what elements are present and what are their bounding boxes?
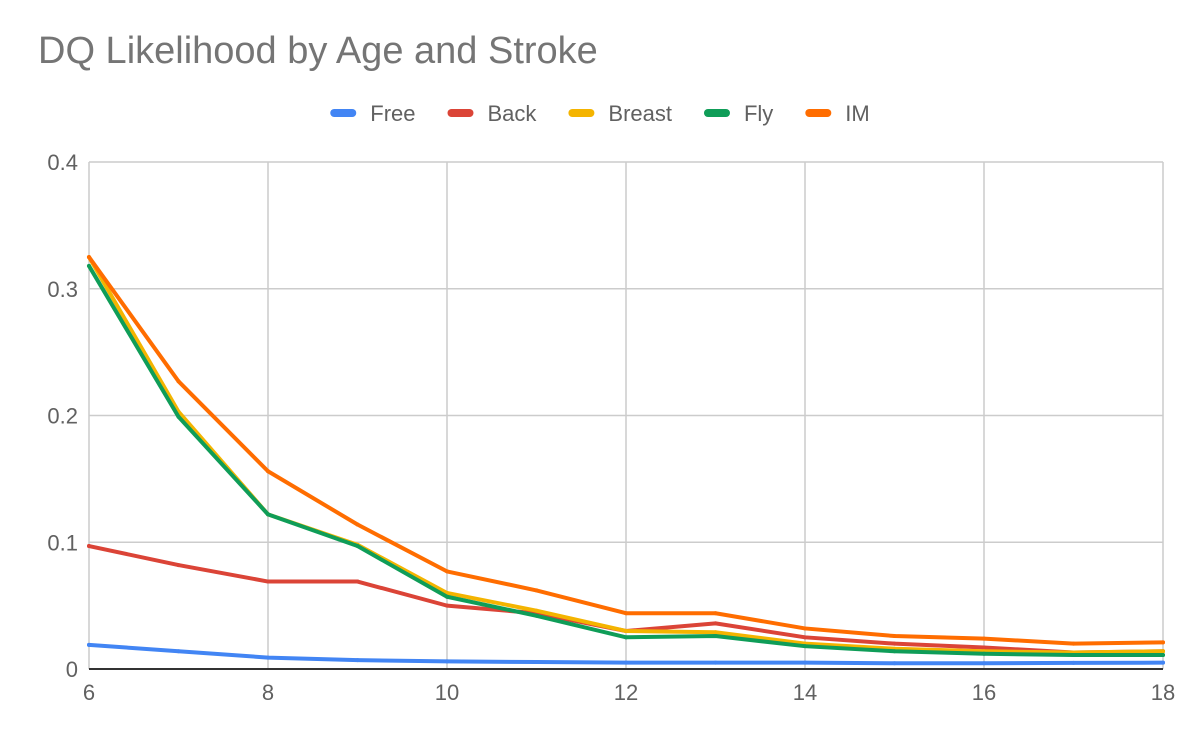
data-point-breast bbox=[1161, 649, 1165, 654]
data-point-free bbox=[1161, 660, 1165, 665]
data-point-free bbox=[803, 660, 807, 665]
legend-item-im: IM bbox=[805, 101, 870, 126]
data-point-back bbox=[355, 579, 360, 584]
data-point-im bbox=[534, 588, 539, 593]
data-point-im bbox=[266, 469, 270, 474]
legend-label: Breast bbox=[608, 101, 672, 126]
legend: Free Back Breast Fly IM bbox=[330, 101, 870, 126]
data-point-im bbox=[87, 255, 91, 260]
data-point-fly bbox=[176, 414, 181, 419]
x-tick-label: 8 bbox=[262, 680, 274, 705]
data-point-im bbox=[445, 569, 449, 574]
data-point-breast bbox=[534, 608, 539, 613]
series-lines bbox=[87, 255, 1165, 666]
legend-label: Free bbox=[370, 101, 415, 126]
data-point-fly bbox=[266, 512, 270, 517]
data-point-fly bbox=[355, 544, 360, 549]
legend-swatch bbox=[703, 109, 730, 117]
x-tick-label: 18 bbox=[1151, 680, 1175, 705]
data-point-im bbox=[892, 634, 897, 639]
data-point-back bbox=[803, 635, 807, 640]
data-point-free bbox=[445, 659, 449, 664]
data-point-fly bbox=[982, 651, 986, 656]
legend-swatch bbox=[805, 109, 832, 117]
data-point-free bbox=[1071, 660, 1076, 665]
legend-swatch bbox=[330, 109, 357, 117]
data-point-free bbox=[176, 649, 181, 654]
data-point-fly bbox=[624, 635, 628, 640]
data-point-fly bbox=[445, 594, 449, 599]
grid bbox=[88, 161, 1164, 669]
data-point-im bbox=[713, 611, 718, 616]
legend-label: Fly bbox=[744, 101, 773, 126]
data-point-fly bbox=[892, 649, 897, 654]
data-point-fly bbox=[803, 644, 807, 649]
data-point-fly bbox=[1161, 653, 1165, 658]
legend-item-fly: Fly bbox=[703, 101, 773, 126]
x-tick-label: 16 bbox=[972, 680, 996, 705]
data-point-back bbox=[713, 621, 718, 626]
data-point-im bbox=[1071, 641, 1076, 646]
legend-item-back: Back bbox=[447, 101, 537, 126]
data-point-free bbox=[713, 660, 718, 665]
data-point-im bbox=[803, 626, 807, 631]
data-point-breast bbox=[624, 628, 628, 633]
legend-item-breast: Breast bbox=[568, 101, 672, 126]
y-tick-label: 0.1 bbox=[47, 530, 78, 555]
data-point-fly bbox=[1071, 653, 1076, 658]
data-point-free bbox=[534, 660, 539, 665]
x-tick-label: 6 bbox=[83, 680, 95, 705]
y-tick-label: 0.4 bbox=[47, 150, 78, 175]
data-point-back bbox=[892, 641, 897, 646]
data-point-breast bbox=[713, 630, 718, 635]
data-point-back bbox=[982, 645, 986, 650]
legend-item-free: Free bbox=[330, 101, 416, 126]
legend-label: Back bbox=[487, 101, 537, 126]
axes: 0 0.1 0.2 0.3 0.4 6 8 10 12 14 16 18 bbox=[47, 150, 1175, 705]
data-point-fly bbox=[87, 263, 91, 268]
data-point-im bbox=[355, 522, 360, 527]
data-point-back bbox=[87, 544, 91, 549]
data-point-fly bbox=[713, 634, 718, 639]
data-point-free bbox=[87, 642, 91, 647]
data-point-im bbox=[1161, 640, 1165, 645]
legend-label: IM bbox=[845, 101, 869, 126]
y-tick-label: 0.3 bbox=[47, 277, 78, 302]
data-point-back bbox=[445, 603, 449, 608]
data-point-back bbox=[266, 579, 270, 584]
data-point-free bbox=[355, 658, 360, 663]
data-point-im bbox=[176, 379, 181, 384]
y-tick-label: 0.2 bbox=[47, 404, 78, 429]
data-point-free bbox=[624, 660, 628, 665]
data-point-free bbox=[982, 661, 986, 666]
x-tick-label: 12 bbox=[614, 680, 638, 705]
y-tick-label: 0 bbox=[66, 657, 78, 682]
chart-title: DQ Likelihood by Age and Stroke bbox=[38, 30, 598, 72]
legend-swatch bbox=[568, 109, 595, 117]
data-point-free bbox=[266, 655, 270, 660]
x-tick-label: 10 bbox=[435, 680, 459, 705]
data-point-back bbox=[176, 563, 181, 568]
data-point-im bbox=[624, 611, 628, 616]
legend-swatch bbox=[447, 109, 474, 117]
data-point-im bbox=[982, 636, 986, 641]
x-tick-label: 14 bbox=[793, 680, 817, 705]
data-point-fly bbox=[534, 613, 539, 618]
data-point-free bbox=[892, 661, 897, 666]
